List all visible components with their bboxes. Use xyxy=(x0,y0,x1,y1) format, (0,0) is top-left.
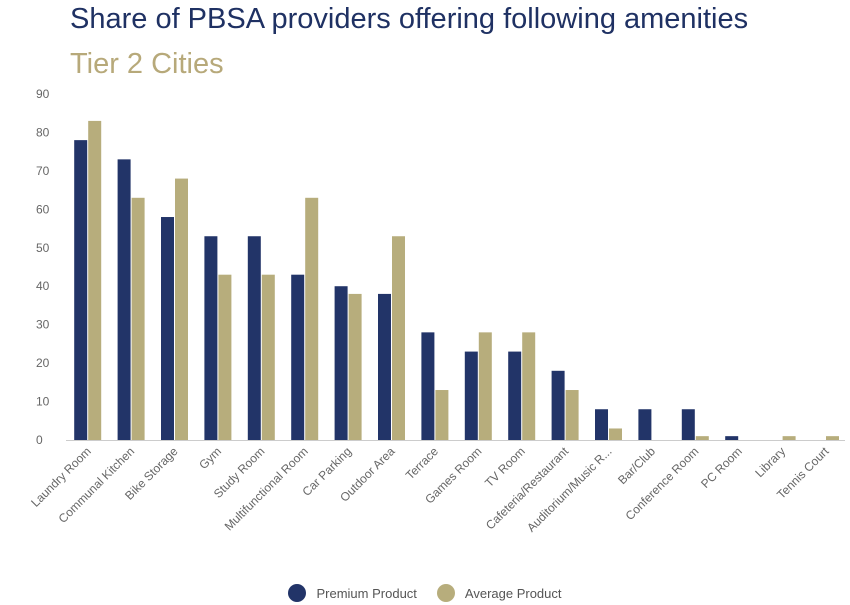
bar-premium xyxy=(161,217,174,440)
y-tick-label: 70 xyxy=(36,164,50,178)
bar-average xyxy=(392,236,405,440)
bar-premium xyxy=(204,236,218,440)
bar-average xyxy=(305,197,319,440)
bar-average xyxy=(435,390,449,440)
bar-average xyxy=(88,120,102,440)
bar-average xyxy=(695,436,709,440)
bar-premium xyxy=(725,436,739,440)
y-tick-label: 60 xyxy=(36,202,50,216)
bar-premium xyxy=(595,409,608,440)
chart-legend: Premium Product Average Product xyxy=(0,581,850,605)
bar-average xyxy=(218,274,232,440)
x-tick-label: TV Room xyxy=(482,444,528,490)
bar-premium xyxy=(508,351,522,440)
y-tick-label: 30 xyxy=(36,318,50,332)
x-tick-label: Terrace xyxy=(403,444,441,482)
y-tick-label: 0 xyxy=(36,433,43,447)
x-tick-label: Conference Room xyxy=(623,444,702,523)
bar-premium xyxy=(74,140,88,440)
y-tick-label: 20 xyxy=(36,356,50,370)
x-tick-label: Auditorium/Music R... xyxy=(524,444,615,535)
bar-average xyxy=(826,436,839,440)
bar-premium xyxy=(681,409,695,440)
chart-subtitle: Tier 2 Cities xyxy=(70,48,224,80)
x-tick-label: Communal Kitchen xyxy=(56,444,138,526)
x-tick-label: Bar/Club xyxy=(615,444,658,487)
bar-premium xyxy=(421,332,435,440)
legend-label-average: Average Product xyxy=(464,585,562,601)
y-tick-label: 10 xyxy=(36,395,50,409)
x-tick-label: Library xyxy=(752,444,788,480)
x-tick-label: Multifunctional Room xyxy=(222,444,311,533)
bar-average xyxy=(522,332,536,440)
bar-average xyxy=(348,293,362,440)
x-tick-label: Cafeteria/Restaurant xyxy=(483,444,572,533)
bar-premium xyxy=(638,409,652,440)
legend-item-premium[interactable]: Premium Product xyxy=(288,584,417,602)
bar-average xyxy=(609,428,622,440)
bar-premium xyxy=(117,159,131,441)
bar-premium xyxy=(551,370,565,440)
x-tick-label: PC Room xyxy=(698,444,745,491)
bar-average xyxy=(565,390,579,440)
bar-average xyxy=(175,178,188,440)
y-tick-label: 50 xyxy=(36,241,50,255)
bar-average xyxy=(131,197,145,440)
bar-premium xyxy=(247,236,261,440)
bar-average xyxy=(261,274,275,440)
legend-swatch-average xyxy=(436,584,455,602)
y-tick-label: 40 xyxy=(36,279,50,293)
bar-premium xyxy=(378,293,391,440)
legend-item-average[interactable]: Average Product xyxy=(436,584,562,602)
y-tick-label: 80 xyxy=(36,125,50,139)
bar-average xyxy=(478,332,492,440)
bar-average xyxy=(782,436,796,440)
legend-label-premium: Premium Product xyxy=(316,585,417,601)
bar-premium xyxy=(334,286,348,440)
bar-premium xyxy=(291,274,305,440)
bar-premium xyxy=(464,351,478,440)
x-tick-label: Gym xyxy=(196,444,224,472)
chart-title: Share of PBSA providers offering followi… xyxy=(70,3,749,35)
legend-swatch-premium xyxy=(288,584,307,602)
y-tick-label: 90 xyxy=(36,87,50,101)
